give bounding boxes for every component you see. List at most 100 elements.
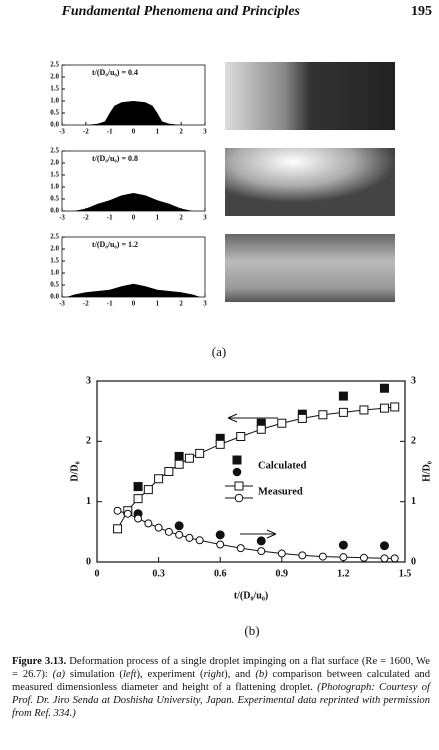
marker (338, 391, 348, 401)
series-line (117, 510, 395, 559)
photo (225, 148, 395, 216)
marker (133, 482, 143, 492)
y-tick-label: 0 (86, 556, 91, 567)
arrow (227, 413, 278, 423)
y-tick-label: 0.0 (50, 207, 59, 215)
arrow (240, 529, 277, 539)
legend-label: Measured (258, 486, 303, 497)
x-tick-label: 0.9 (276, 568, 289, 579)
marker (216, 540, 225, 549)
marker (379, 403, 389, 413)
marker (143, 485, 153, 495)
y-tick-label: 1.5 (50, 171, 59, 179)
y2-tick-label: 0 (411, 556, 416, 567)
x-tick-label: 1 (156, 300, 160, 308)
x-tick-label: 2 (179, 300, 183, 308)
x-tick-label: 2 (179, 128, 183, 136)
y-tick-label: 0.5 (50, 109, 59, 117)
legend-marker (234, 481, 244, 491)
marker (174, 459, 184, 469)
marker (154, 523, 163, 532)
figure-label: (a) (212, 344, 226, 359)
x-tick-label: 0 (132, 300, 136, 308)
caption-label: Figure 3.13. (12, 656, 67, 667)
marker (144, 519, 153, 528)
marker (256, 424, 266, 434)
x-tick-label: 3 (203, 214, 207, 222)
y2-tick-label: 2 (411, 436, 416, 447)
y-tick-label: 3 (86, 375, 91, 386)
x-tick-label: 1 (156, 128, 160, 136)
marker (195, 448, 205, 458)
x-tick-label: 1.2 (337, 568, 350, 579)
y-tick-label: 0.5 (50, 195, 59, 203)
y-tick-label: 2 (86, 436, 91, 447)
x-tick-label: 0 (132, 214, 136, 222)
caption-text: Deformation process of a single droplet … (12, 656, 430, 680)
marker (123, 509, 132, 518)
panel-title: t/(D₀/u₀) = 1.2 (92, 240, 138, 249)
caption-text: ), and (224, 669, 256, 680)
x-tick-label: -1 (107, 214, 113, 222)
y-tick-label: 2.0 (50, 159, 59, 167)
marker (257, 547, 266, 556)
marker (338, 407, 348, 417)
y-tick-label: 1.5 (50, 257, 59, 265)
panel-title: t/(D₀/u₀) = 0.4 (92, 68, 138, 77)
y-tick-label: 1.5 (50, 85, 59, 93)
marker (113, 506, 122, 515)
marker (215, 439, 225, 449)
panel-title: t/(D₀/u₀) = 0.8 (92, 154, 138, 163)
x-tick-label: 2 (179, 214, 183, 222)
x-tick-label: 1 (156, 214, 160, 222)
caption-text: comparison between calculated and measur… (12, 669, 430, 693)
legend-marker (232, 455, 242, 465)
marker (113, 524, 123, 534)
marker (318, 552, 327, 561)
y-tick-label: 2.0 (50, 245, 59, 253)
marker (184, 453, 194, 463)
marker (359, 553, 368, 562)
caption-text: (a) (52, 669, 66, 680)
marker (277, 418, 287, 428)
x-tick-label: -1 (107, 128, 113, 136)
y-tick-label: 1.0 (50, 183, 59, 191)
caption-text: (b) (255, 669, 268, 680)
marker (297, 413, 307, 423)
caption: Figure 3.13. Deformation process of a si… (12, 655, 430, 720)
legend-marker (232, 467, 242, 477)
marker (298, 551, 307, 560)
x-tick-label: -2 (83, 300, 89, 308)
x-tick-label: 0.3 (152, 568, 165, 579)
series-line (117, 406, 395, 530)
marker (174, 521, 184, 531)
caption-text: (Photograph: Courtesy of Prof. Dr. Jiro … (12, 682, 430, 719)
x-axis-label: t/(D₀/u₀) (234, 590, 268, 601)
y-tick-label: 2.5 (50, 147, 59, 155)
marker (175, 530, 184, 539)
x-tick-label: 0 (95, 568, 100, 579)
marker (379, 541, 389, 551)
y-axis-label: D/D₀ (69, 461, 80, 481)
x-tick-label: -3 (59, 214, 65, 222)
y2-tick-label: 1 (411, 496, 416, 507)
y-tick-label: 1.0 (50, 269, 59, 277)
x-tick-label: -2 (83, 128, 89, 136)
marker (185, 533, 194, 542)
x-tick-label: 0.6 (214, 568, 227, 579)
marker (256, 536, 266, 546)
y-tick-label: 2.5 (50, 233, 59, 241)
figure-label: (b) (244, 623, 259, 638)
photo (225, 234, 395, 302)
marker (236, 544, 245, 553)
x-tick-label: -1 (107, 300, 113, 308)
marker (277, 549, 286, 558)
legend-label: Calculated (258, 460, 307, 471)
x-tick-label: 3 (203, 300, 207, 308)
page-number: 195 (411, 4, 432, 19)
y2-tick-label: 3 (411, 375, 416, 386)
droplet-area (73, 193, 194, 211)
x-tick-label: 0 (132, 128, 136, 136)
y2-axis-label: H/D₀ (421, 461, 432, 482)
